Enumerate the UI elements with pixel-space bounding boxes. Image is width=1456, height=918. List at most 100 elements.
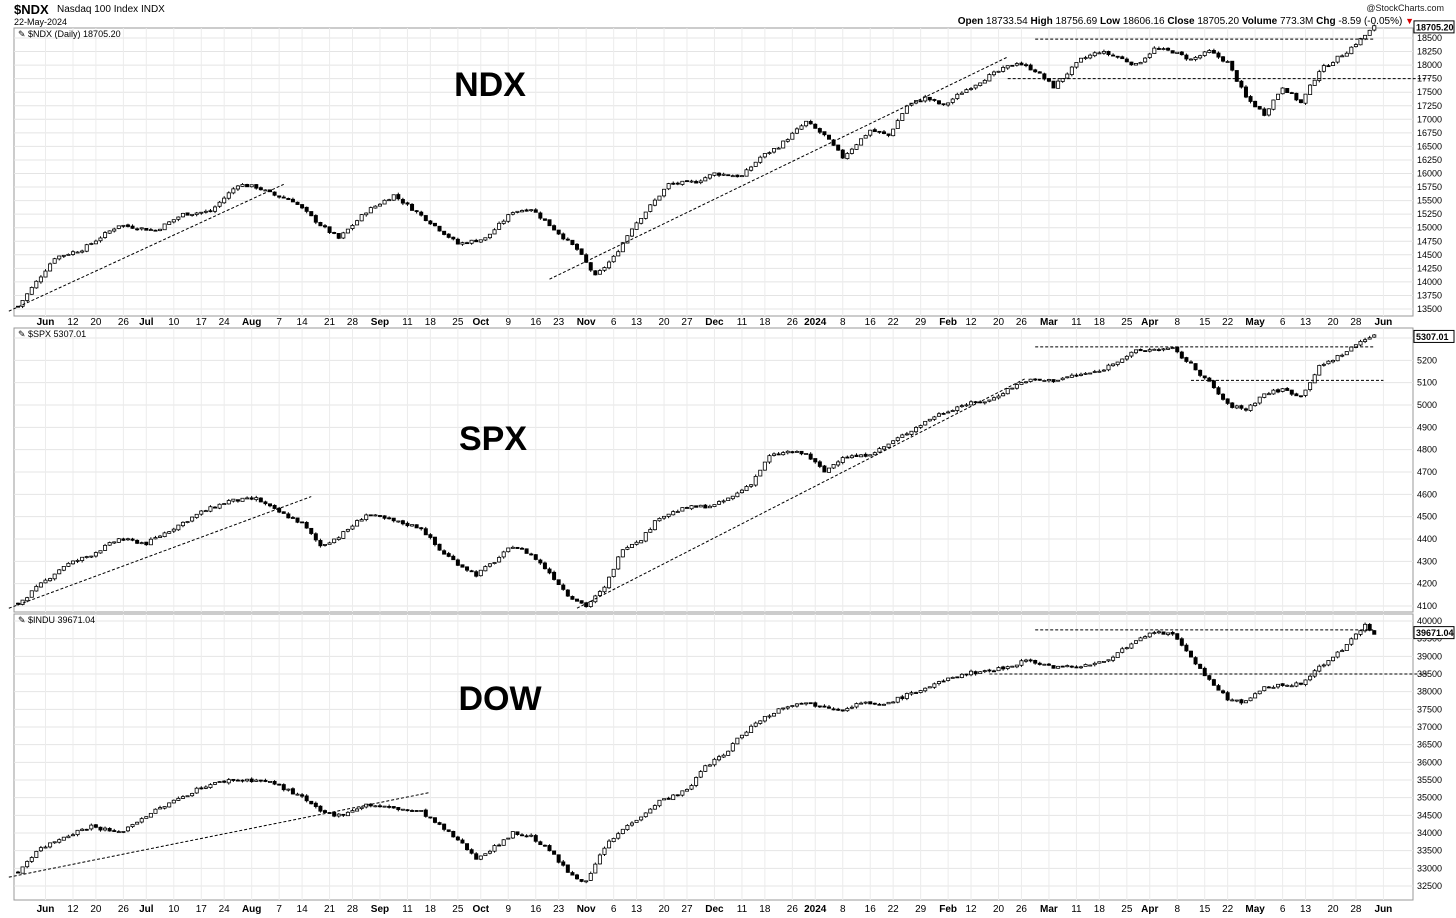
candle-up	[1056, 80, 1061, 89]
candle-down	[309, 800, 314, 805]
candle-up	[1321, 363, 1326, 366]
candle-up	[1175, 51, 1180, 54]
candle-down	[836, 708, 841, 711]
candle-down	[222, 780, 227, 783]
candle-up	[194, 212, 199, 215]
chart-panel-dow: 32500 33000 33500 34000 34500 35000 35500 36000…	[8, 613, 1455, 915]
candle-up	[868, 454, 873, 457]
candle-up	[162, 532, 167, 538]
candle-up	[93, 240, 98, 245]
candle-down	[1046, 663, 1051, 666]
candle-down	[1033, 378, 1038, 381]
candle-down	[428, 220, 433, 225]
candle-down	[442, 823, 447, 830]
candle-down	[405, 809, 410, 812]
candle-up	[112, 541, 117, 544]
candle-down	[135, 539, 140, 544]
candle-up	[217, 503, 222, 509]
candle-up	[849, 455, 854, 459]
candle-up	[180, 796, 185, 799]
candle-up	[1133, 349, 1138, 354]
candle-up	[515, 210, 520, 213]
candle-up	[1312, 374, 1317, 384]
candle-down	[1234, 70, 1239, 82]
candle-up	[767, 152, 772, 155]
candle-up	[936, 681, 941, 684]
candle-up	[208, 506, 213, 512]
candle-down	[125, 224, 130, 227]
candle-up	[1115, 652, 1120, 659]
candle-up	[158, 807, 163, 810]
candle-up	[506, 214, 511, 222]
candle-up	[1331, 62, 1336, 66]
candle-up	[767, 455, 772, 463]
candle-up	[918, 425, 923, 428]
trend-line	[8, 496, 312, 609]
candle-up	[130, 824, 135, 828]
x-tick-label: Aug	[242, 904, 261, 915]
candle-down	[973, 401, 978, 404]
candle-down	[538, 559, 543, 564]
x-tick-label: 13	[631, 317, 643, 328]
candle-down	[286, 513, 291, 519]
candle-up	[359, 806, 364, 809]
candle-up	[932, 416, 937, 420]
candle-up	[492, 845, 497, 852]
candle-up	[497, 557, 502, 563]
candle-up	[675, 511, 680, 513]
candle-up	[84, 244, 89, 252]
candle-up	[43, 270, 48, 278]
candle-down	[1028, 659, 1033, 662]
candle-up	[950, 676, 955, 679]
x-tick-label: 18	[425, 904, 437, 915]
y-tick-label: 32500	[1417, 881, 1442, 891]
candle-up	[52, 258, 57, 264]
x-tick-label: 11	[737, 904, 748, 915]
candle-up	[350, 525, 355, 530]
candle-down	[547, 568, 552, 574]
candle-up	[199, 211, 204, 214]
candle-up	[900, 113, 905, 121]
candle-down	[584, 254, 589, 263]
candle-up	[286, 788, 291, 791]
candle-up	[1111, 656, 1116, 661]
candle-down	[130, 538, 135, 541]
x-tick-label: 11	[402, 904, 413, 915]
candle-down	[886, 133, 891, 136]
x-tick-label: 8	[840, 317, 846, 328]
candle-up	[666, 513, 671, 517]
candle-up	[1042, 379, 1047, 382]
candle-down	[863, 453, 868, 457]
x-tick-label: Jul	[139, 317, 154, 328]
y-tick-label: 4100	[1417, 601, 1437, 611]
x-tick-label: 9	[505, 904, 511, 915]
candle-up	[739, 175, 744, 178]
candle-up	[652, 520, 657, 531]
candle-up	[1010, 665, 1015, 668]
candle-up	[712, 172, 717, 176]
candle-up	[185, 521, 190, 523]
candle-up	[978, 671, 983, 675]
candle-up	[368, 207, 373, 214]
candle-down	[1198, 663, 1203, 669]
candle-up	[382, 805, 387, 808]
candle-up	[1088, 54, 1093, 59]
candle-down	[258, 187, 263, 191]
candle-up	[946, 102, 951, 106]
candle-up	[588, 872, 593, 881]
x-tick-label: 12	[965, 317, 977, 328]
candle-down	[423, 528, 428, 536]
x-tick-label: 29	[915, 317, 927, 328]
candle-up	[955, 406, 960, 411]
candle-down	[235, 779, 240, 782]
candle-down	[556, 229, 561, 235]
candle-up	[648, 204, 653, 212]
candle-up	[20, 866, 25, 874]
x-tick-label: 28	[1350, 904, 1362, 915]
candle-down	[1179, 638, 1184, 646]
candle-up	[712, 758, 717, 766]
candle-up	[48, 842, 53, 848]
candle-up	[373, 205, 378, 209]
candle-up	[969, 670, 974, 676]
brand-watermark: @StockCharts.com	[1366, 3, 1444, 13]
